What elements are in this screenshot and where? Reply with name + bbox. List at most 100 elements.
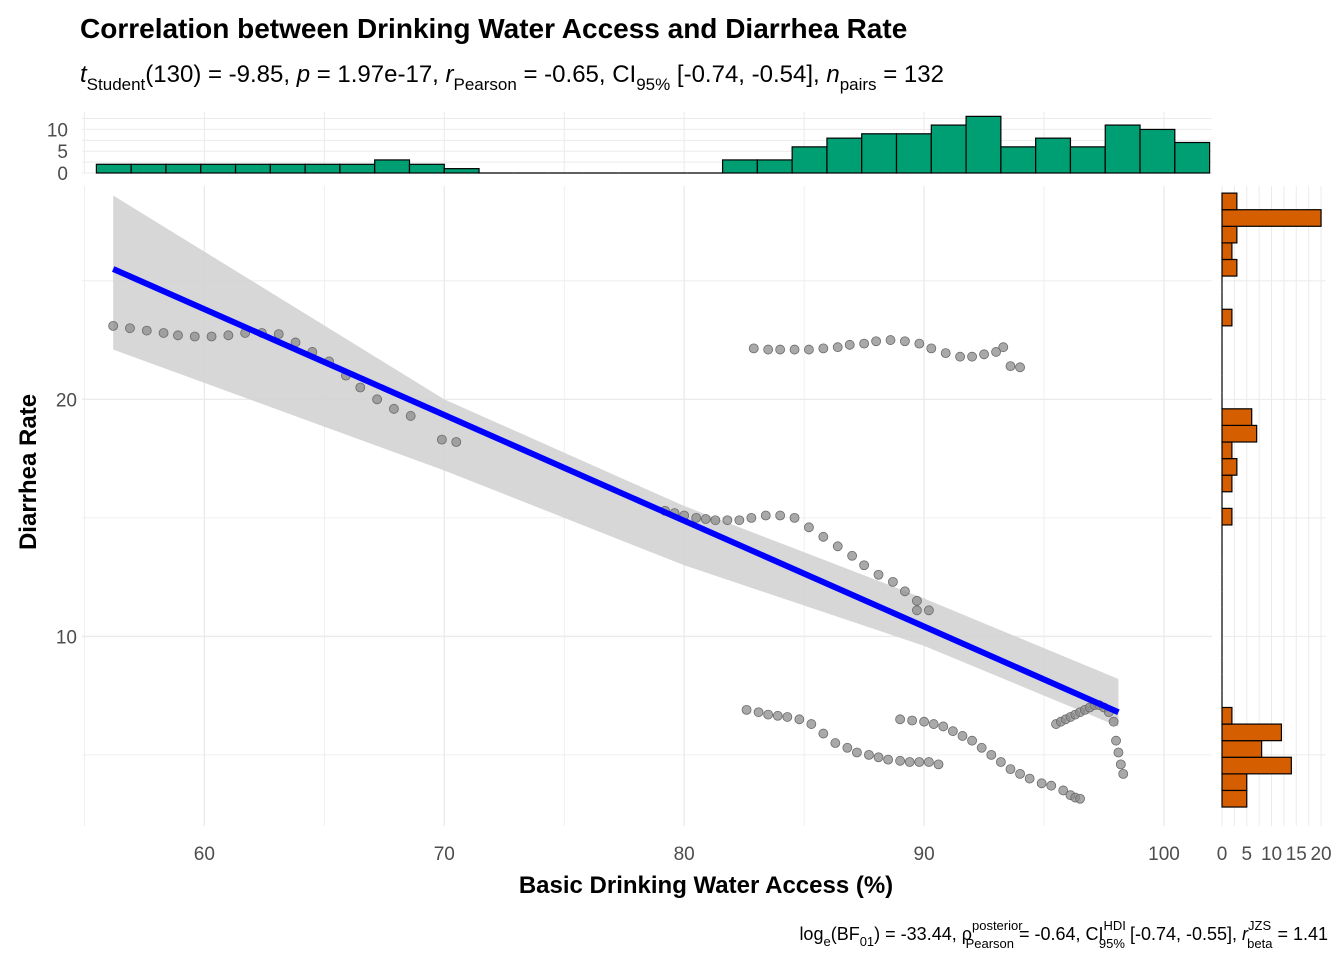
data-point (748, 343, 759, 354)
data-point (1113, 747, 1124, 758)
x-hist-tick-label: 0 (57, 164, 68, 185)
data-point (873, 569, 884, 580)
data-point (782, 712, 793, 722)
x-hist-bar (930, 124, 967, 174)
x-tick-label: 60 (194, 844, 215, 865)
caption-bf: (BF (831, 924, 860, 944)
data-point (1005, 764, 1016, 775)
data-point (722, 515, 733, 526)
caption-bf-value: ) = -33.44, (874, 924, 962, 944)
caption-bf-sub: 01 (860, 934, 874, 949)
data-point (844, 339, 855, 350)
x-tick-labels: 60 70 80 90 100 (194, 844, 1180, 865)
data-point (763, 709, 774, 720)
data-point (885, 335, 896, 345)
data-point (1015, 768, 1025, 779)
data-point (998, 342, 1009, 353)
data-point (763, 344, 774, 355)
subtitle-t-sub: Student (87, 75, 146, 94)
data-point (832, 342, 843, 353)
y-hist-bar (1221, 789, 1248, 808)
y-hist-tick-label: 10 (1261, 844, 1282, 865)
data-point (818, 531, 829, 542)
data-point (451, 437, 462, 447)
y-hist-bar (1221, 474, 1233, 493)
data-point (206, 331, 217, 342)
data-point (710, 515, 721, 526)
y-hist-bar (1221, 740, 1263, 758)
subtitle-ci-sub: 95% (636, 75, 670, 94)
data-point (924, 605, 934, 616)
subtitle-ci-value: [-0.74, -0.54], (670, 61, 826, 88)
x-hist-bar (721, 159, 758, 174)
x-hist-bar (1174, 141, 1211, 174)
y-hist-bar (1221, 723, 1283, 742)
y-hist-bar (1221, 773, 1248, 792)
x-tick-label: 100 (1148, 844, 1180, 865)
y-tick-label: 20 (56, 390, 77, 411)
data-point (141, 325, 152, 336)
data-point (741, 704, 752, 715)
data-point (158, 328, 169, 338)
data-point (928, 719, 939, 729)
y-hist-bar (1221, 424, 1258, 443)
y-tick-labels: 10 20 (56, 390, 77, 648)
caption-ci-sup: HDI (1104, 918, 1126, 933)
y-hist-bar (1221, 192, 1238, 211)
data-point (804, 344, 814, 355)
data-point (991, 347, 1001, 357)
data-point (746, 512, 757, 523)
data-point (818, 728, 829, 739)
x-hist-bar (1000, 146, 1037, 174)
subtitle-r-sub: Pearson (454, 75, 517, 94)
data-point (775, 344, 786, 355)
data-point (1108, 716, 1119, 727)
data-point (912, 595, 922, 606)
data-point (859, 338, 870, 349)
data-point (1058, 785, 1069, 796)
subtitle-n-sub: pairs (840, 75, 877, 94)
y-hist-bar (1221, 242, 1233, 261)
x-hist-bar (895, 133, 932, 174)
x-hist-bar (200, 163, 237, 174)
y-axis-label: Diarrhea Rate (15, 394, 42, 550)
data-point (806, 719, 817, 729)
data-point (904, 757, 915, 767)
data-point (355, 382, 366, 393)
x-hist-bar (1139, 128, 1176, 174)
data-point (1046, 780, 1057, 791)
caption-log-sub: e (823, 934, 830, 949)
subtitle-t: t (80, 61, 88, 88)
x-hist-bar (269, 163, 306, 174)
data-point (405, 411, 416, 421)
data-point (372, 394, 382, 405)
y-hist-tick-label: 20 (1310, 844, 1331, 865)
data-point (907, 715, 918, 726)
y-hist-bar (1221, 225, 1238, 244)
data-point (912, 605, 922, 616)
data-point (1118, 768, 1129, 779)
data-point (789, 344, 800, 355)
data-point (986, 749, 997, 760)
x-hist-bar (234, 163, 271, 174)
y-hist-tick-label: 5 (1241, 844, 1252, 865)
data-point (842, 742, 853, 753)
data-point (388, 403, 399, 414)
y-hist-bar (1221, 308, 1233, 327)
caption-rho-sub: Pearson (966, 936, 1014, 951)
subtitle-t-value: (130) = -9.85, (145, 61, 296, 88)
y-hist-bar (1221, 408, 1253, 427)
subtitle-p-value: = 1.97e-17, (310, 61, 445, 88)
data-point (108, 320, 119, 331)
caption-rho: ρ (962, 924, 972, 944)
caption-rho-value: = -0.64, CI (1014, 924, 1104, 944)
data-point (1024, 773, 1035, 784)
data-point (967, 735, 977, 746)
data-point (1115, 759, 1126, 770)
data-point (436, 434, 447, 445)
x-hist-bar (826, 137, 863, 174)
y-hist-tick-labels: 0 5 10 15 20 (1217, 844, 1332, 865)
data-point (189, 331, 200, 342)
